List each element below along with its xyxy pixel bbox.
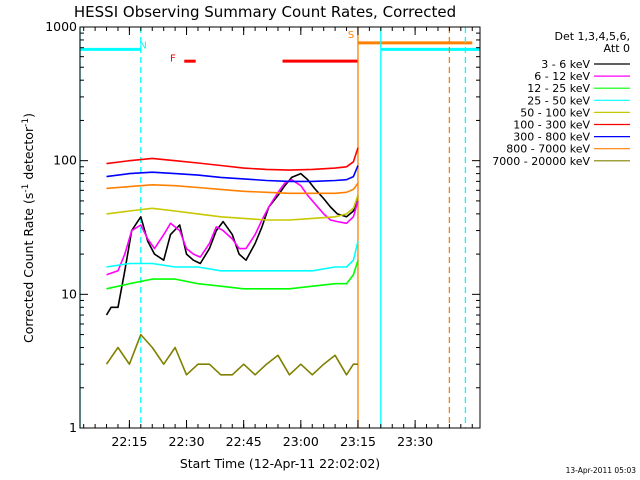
series-line	[105, 172, 359, 316]
flag-markers: N F S	[139, 30, 354, 65]
legend-label: 100 - 300 keV	[513, 119, 590, 132]
x-tick-label: 22:15	[111, 434, 147, 449]
series-line	[106, 182, 359, 195]
x-axis-label: Start Time (12-Apr-11 22:02:02)	[180, 456, 380, 471]
legend-title-line: Att 0	[604, 42, 630, 55]
y-axis-label-middle: detector	[21, 126, 36, 184]
y-tick-label: 10	[61, 286, 77, 301]
series-line	[106, 240, 359, 272]
y-axis-label-exponent: -1	[21, 184, 31, 193]
x-tick-label: 22:45	[226, 434, 262, 449]
legend-label: 3 - 6 keV	[541, 58, 590, 71]
flag-marker-label: F	[170, 54, 176, 65]
plot-frame	[79, 26, 481, 429]
x-tick-label: 23:15	[340, 434, 376, 449]
flag-marker-label: N	[139, 41, 146, 52]
series-line	[106, 165, 359, 183]
legend-label: 25 - 50 keV	[527, 94, 590, 107]
chart-title: HESSI Observing Summary Count Rates, Cor…	[74, 3, 456, 21]
series-line	[106, 195, 359, 221]
series-line	[106, 147, 359, 171]
legend-title-line: Det 1,3,4,5,6,	[554, 30, 630, 43]
legend-label: 800 - 7000 keV	[506, 143, 590, 156]
axis-ticks: 22:15 22:30 22:45 23:00 23:15 23:30 1 10 100 1000	[45, 19, 480, 449]
legend-label: 7000 - 20000 keV	[492, 155, 590, 168]
y-axis-label-end: )	[21, 113, 36, 118]
legend-label: 6 - 12 keV	[534, 70, 590, 83]
series-line	[105, 333, 358, 376]
legend-label: 50 - 100 keV	[520, 106, 590, 119]
series-line	[106, 178, 359, 276]
flag-marker-label: S	[348, 30, 354, 41]
x-tick-label: 23:00	[283, 434, 319, 449]
x-tick-label: 22:30	[169, 434, 205, 449]
y-tick-label: 1	[69, 420, 77, 435]
observing-intervals	[80, 41, 480, 63]
series-line	[106, 259, 359, 290]
y-axis-label: Corrected Count Rate (s-1 detector-1)	[21, 113, 36, 343]
y-axis-label-main: Corrected Count Rate (s	[21, 193, 36, 343]
series-lines	[105, 147, 359, 376]
legend-label: 12 - 25 keV	[527, 82, 590, 95]
legend-label: 300 - 800 keV	[513, 131, 590, 144]
x-tick-label: 23:30	[397, 434, 433, 449]
y-tick-label: 1000	[45, 19, 77, 34]
timestamp: 13-Apr-2011 05:03	[566, 466, 637, 475]
y-axis-label-exponent: -1	[21, 118, 31, 127]
y-tick-label: 100	[53, 153, 77, 168]
